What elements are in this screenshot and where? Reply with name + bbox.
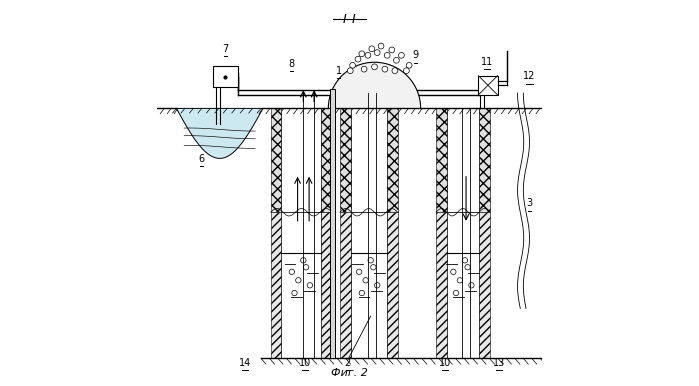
Bar bbox=[351, 212, 387, 358]
Bar bbox=[479, 108, 490, 212]
Circle shape bbox=[374, 50, 380, 56]
Circle shape bbox=[303, 264, 309, 270]
Circle shape bbox=[355, 56, 361, 62]
Circle shape bbox=[365, 52, 371, 58]
Text: 9: 9 bbox=[412, 50, 419, 60]
Circle shape bbox=[372, 64, 377, 70]
Circle shape bbox=[296, 278, 301, 283]
Text: 3: 3 bbox=[526, 198, 533, 208]
Circle shape bbox=[369, 46, 375, 52]
Circle shape bbox=[368, 257, 373, 263]
Text: Фиг. 2: Фиг. 2 bbox=[331, 368, 368, 378]
Bar bbox=[282, 108, 322, 212]
Bar bbox=[479, 212, 490, 358]
Circle shape bbox=[347, 68, 353, 74]
Circle shape bbox=[291, 290, 297, 296]
Bar bbox=[351, 108, 387, 212]
Circle shape bbox=[289, 269, 294, 274]
Circle shape bbox=[359, 290, 364, 296]
Circle shape bbox=[361, 66, 367, 72]
Text: 2: 2 bbox=[345, 358, 351, 368]
Circle shape bbox=[378, 43, 384, 49]
Bar bbox=[340, 108, 351, 212]
Circle shape bbox=[363, 278, 368, 283]
Circle shape bbox=[469, 283, 474, 288]
Text: 8: 8 bbox=[288, 59, 294, 69]
Bar bbox=[436, 212, 447, 358]
Bar bbox=[329, 89, 335, 358]
Bar bbox=[282, 212, 322, 358]
Circle shape bbox=[350, 63, 356, 68]
Circle shape bbox=[307, 283, 312, 288]
Circle shape bbox=[384, 52, 390, 58]
Bar bbox=[387, 108, 398, 212]
Circle shape bbox=[389, 47, 395, 53]
Bar bbox=[322, 108, 332, 212]
Bar bbox=[387, 212, 398, 358]
Bar bbox=[322, 212, 332, 358]
Text: 10: 10 bbox=[439, 358, 451, 368]
Text: 11: 11 bbox=[481, 57, 493, 67]
Bar bbox=[213, 66, 238, 87]
Polygon shape bbox=[176, 108, 263, 158]
Text: 13: 13 bbox=[493, 358, 505, 368]
Bar bbox=[436, 108, 447, 212]
Circle shape bbox=[392, 68, 398, 74]
Circle shape bbox=[301, 257, 306, 263]
Circle shape bbox=[398, 52, 404, 58]
Text: 1: 1 bbox=[336, 66, 342, 76]
Bar bbox=[478, 76, 498, 95]
Text: 14: 14 bbox=[239, 358, 251, 368]
Circle shape bbox=[394, 58, 399, 63]
Bar bbox=[447, 108, 479, 212]
Circle shape bbox=[465, 264, 470, 270]
Bar bbox=[271, 108, 282, 212]
Bar bbox=[271, 212, 282, 358]
Circle shape bbox=[406, 63, 412, 68]
Circle shape bbox=[454, 290, 459, 296]
Circle shape bbox=[451, 269, 456, 274]
Bar bbox=[447, 212, 479, 358]
Text: I–I: I–I bbox=[343, 13, 356, 26]
Circle shape bbox=[457, 278, 463, 283]
Circle shape bbox=[370, 264, 376, 270]
Circle shape bbox=[359, 51, 365, 57]
Circle shape bbox=[403, 68, 410, 74]
Text: 6: 6 bbox=[199, 154, 205, 164]
Bar bbox=[340, 212, 351, 358]
Text: 12: 12 bbox=[524, 71, 535, 81]
Text: 10: 10 bbox=[299, 358, 311, 368]
Circle shape bbox=[382, 66, 388, 72]
Wedge shape bbox=[329, 62, 421, 108]
Text: 7: 7 bbox=[222, 44, 229, 54]
Circle shape bbox=[462, 257, 468, 263]
Circle shape bbox=[375, 283, 380, 288]
Circle shape bbox=[356, 269, 362, 274]
